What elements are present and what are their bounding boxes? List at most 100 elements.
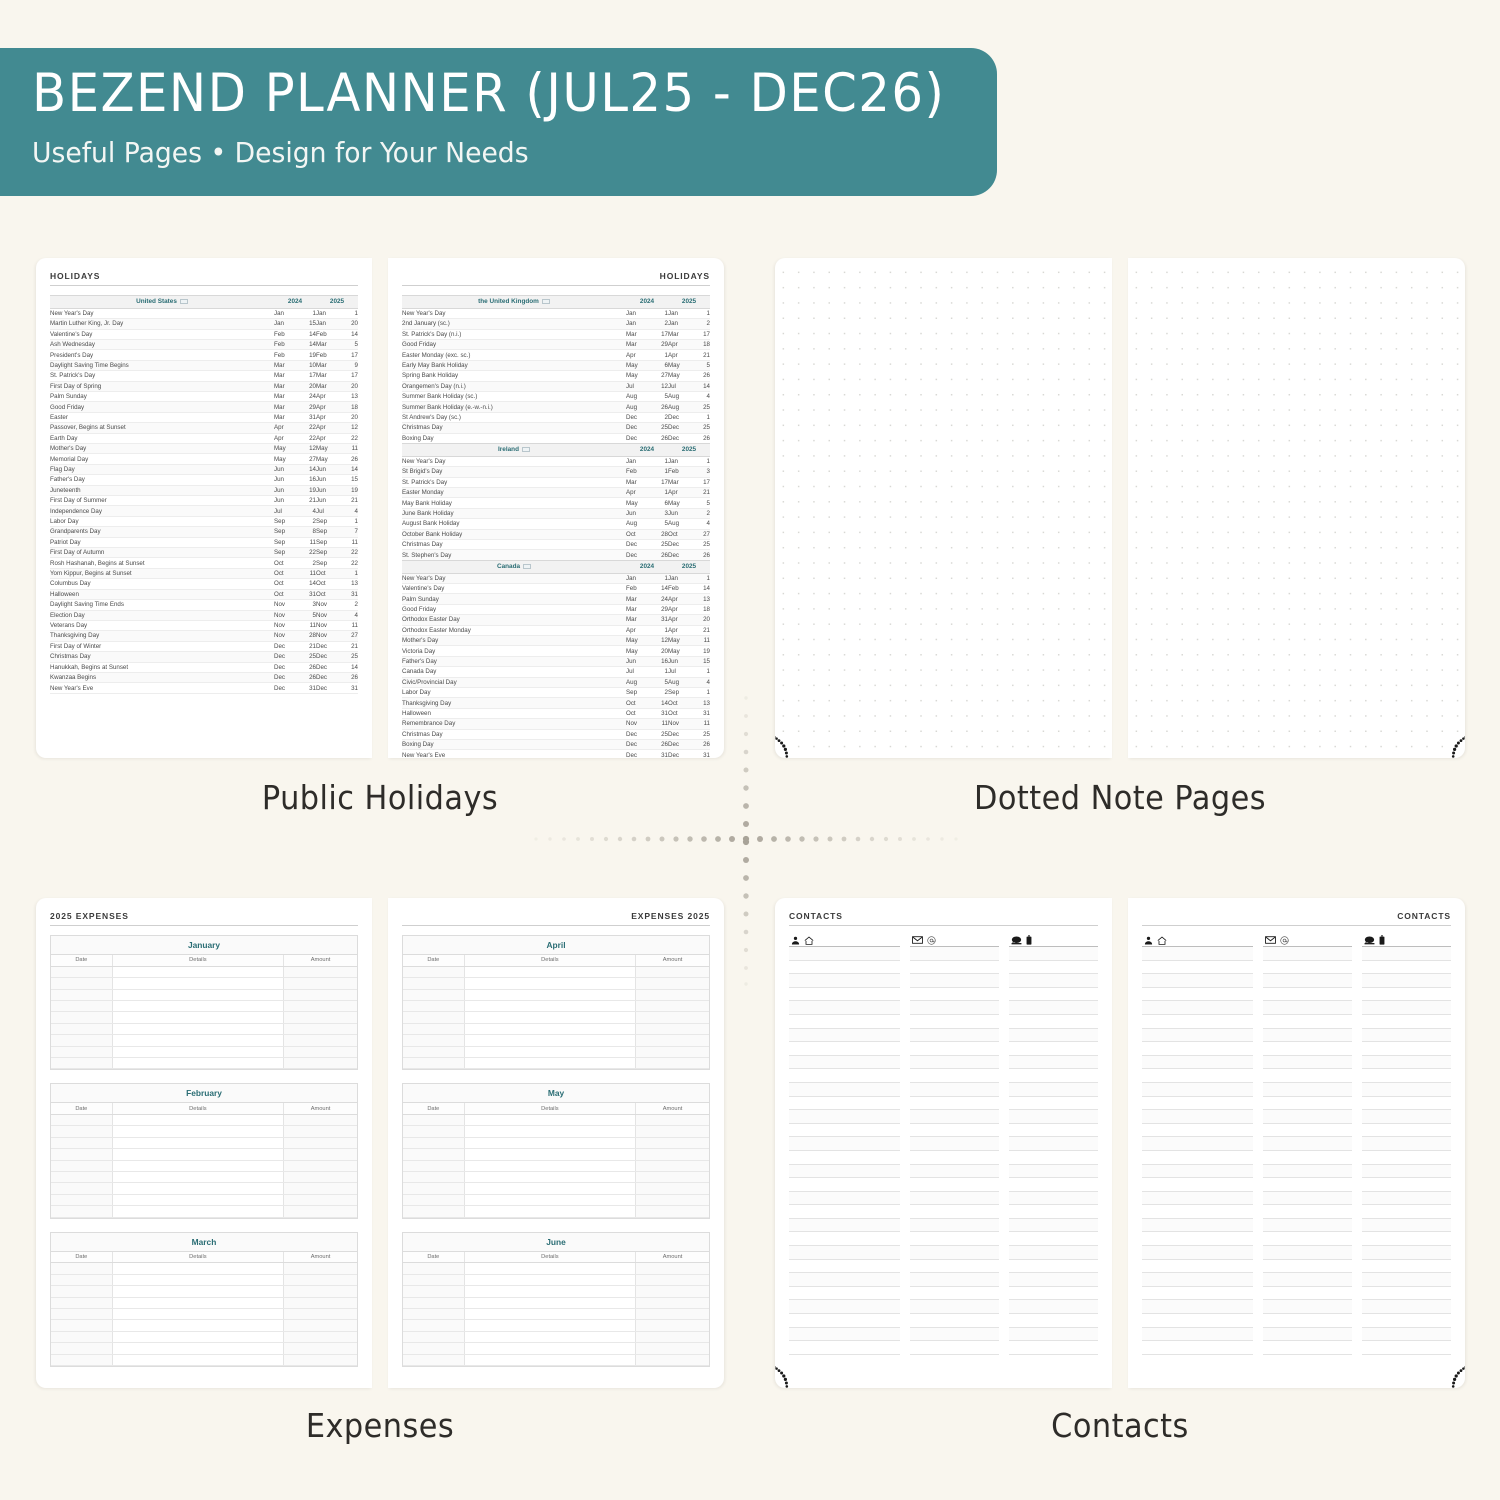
contact-line[interactable] <box>1362 961 1451 975</box>
contact-line[interactable] <box>789 1246 901 1260</box>
contact-line[interactable] <box>1142 1164 1254 1179</box>
contact-line[interactable] <box>1142 947 1254 961</box>
expense-row[interactable] <box>403 1342 709 1355</box>
expense-row[interactable] <box>51 1034 357 1047</box>
expense-row[interactable] <box>403 1319 709 1332</box>
contact-line[interactable] <box>789 1260 901 1274</box>
contact-line[interactable] <box>1142 1300 1254 1315</box>
contact-line[interactable] <box>789 1001 901 1015</box>
contact-line[interactable] <box>1263 1287 1353 1301</box>
contact-line[interactable] <box>910 1218 1000 1233</box>
contact-line[interactable] <box>1142 988 1254 1002</box>
expense-row[interactable] <box>51 1319 357 1332</box>
contact-line[interactable] <box>1362 974 1451 988</box>
expense-row[interactable] <box>51 1148 357 1161</box>
contact-line[interactable] <box>1009 1001 1098 1015</box>
contact-line[interactable] <box>1142 1178 1254 1192</box>
contact-line[interactable] <box>789 1151 901 1165</box>
contact-line[interactable] <box>789 1178 901 1192</box>
contact-line[interactable] <box>789 1110 901 1124</box>
expense-row[interactable] <box>403 1285 709 1298</box>
contact-line[interactable] <box>1362 1287 1451 1301</box>
contact-line[interactable] <box>1142 961 1254 975</box>
contact-line[interactable] <box>1263 1124 1353 1138</box>
expense-row[interactable] <box>51 1011 357 1024</box>
expense-row[interactable] <box>51 1023 357 1036</box>
expense-row[interactable] <box>51 1182 357 1195</box>
contact-line[interactable] <box>910 961 1000 975</box>
contact-line[interactable] <box>910 1042 1000 1056</box>
contact-line[interactable] <box>1009 1260 1098 1274</box>
contact-line[interactable] <box>1009 961 1098 975</box>
contact-line[interactable] <box>910 1028 1000 1043</box>
contact-line[interactable] <box>1362 1164 1451 1179</box>
contact-line[interactable] <box>1362 1327 1451 1342</box>
contact-line[interactable] <box>1263 1164 1353 1179</box>
expense-row[interactable] <box>51 1274 357 1287</box>
contact-line[interactable] <box>1362 1191 1451 1206</box>
contact-line[interactable] <box>1263 1055 1353 1070</box>
expense-row[interactable] <box>403 1182 709 1195</box>
contact-line[interactable] <box>1263 1001 1353 1015</box>
contact-line[interactable] <box>1362 1205 1451 1219</box>
contact-line[interactable] <box>1362 1015 1451 1029</box>
contact-line[interactable] <box>789 1015 901 1029</box>
contact-line[interactable] <box>1263 947 1353 961</box>
expense-row[interactable] <box>51 1342 357 1355</box>
expense-row[interactable] <box>403 989 709 1001</box>
contact-line[interactable] <box>1142 1055 1254 1070</box>
contact-line[interactable] <box>1263 1178 1353 1192</box>
contact-line[interactable] <box>910 1287 1000 1301</box>
contact-line[interactable] <box>1362 1137 1451 1151</box>
contact-line[interactable] <box>910 1151 1000 1165</box>
contact-line[interactable] <box>1142 1015 1254 1029</box>
contact-line[interactable] <box>1362 1097 1451 1111</box>
contact-line[interactable] <box>1263 1082 1353 1097</box>
contact-line[interactable] <box>1362 1218 1451 1233</box>
contact-line[interactable] <box>1362 1001 1451 1015</box>
contact-line[interactable] <box>1009 1246 1098 1260</box>
contact-line[interactable] <box>1263 1191 1353 1206</box>
contact-line[interactable] <box>1142 1327 1254 1342</box>
contact-lines[interactable] <box>1142 947 1254 1355</box>
contact-line[interactable] <box>1142 1314 1254 1328</box>
contact-line[interactable] <box>1009 1218 1098 1233</box>
contact-line[interactable] <box>1009 1232 1098 1247</box>
contact-line[interactable] <box>1362 1246 1451 1260</box>
contact-line[interactable] <box>789 1055 901 1070</box>
contact-line[interactable] <box>789 1287 901 1301</box>
contact-line[interactable] <box>1362 947 1451 961</box>
contact-lines[interactable] <box>1362 947 1451 1355</box>
contact-line[interactable] <box>910 1178 1000 1192</box>
expense-row[interactable] <box>403 966 709 979</box>
contact-line[interactable] <box>1263 1314 1353 1328</box>
contact-line[interactable] <box>789 1300 901 1315</box>
expense-row[interactable] <box>403 1148 709 1161</box>
contact-line[interactable] <box>1142 1137 1254 1151</box>
contact-line[interactable] <box>1263 1341 1353 1355</box>
expense-row[interactable] <box>403 1057 709 1070</box>
contact-line[interactable] <box>910 1124 1000 1138</box>
contact-line[interactable] <box>789 1191 901 1206</box>
contact-line[interactable] <box>1142 1151 1254 1165</box>
expense-row[interactable] <box>51 1331 357 1344</box>
contact-line[interactable] <box>789 974 901 988</box>
contact-line[interactable] <box>910 1164 1000 1179</box>
expense-row[interactable] <box>51 966 357 979</box>
contact-line[interactable] <box>910 1001 1000 1015</box>
contact-line[interactable] <box>1009 1327 1098 1342</box>
contact-line[interactable] <box>1362 1151 1451 1165</box>
expense-row[interactable] <box>51 1046 357 1058</box>
contact-line[interactable] <box>1142 1001 1254 1015</box>
contact-line[interactable] <box>1142 1260 1254 1274</box>
expense-row[interactable] <box>403 1274 709 1287</box>
contact-lines[interactable] <box>910 947 1000 1355</box>
contact-line[interactable] <box>1142 1097 1254 1111</box>
contact-line[interactable] <box>789 1137 901 1151</box>
contact-line[interactable] <box>1362 1273 1451 1287</box>
contact-line[interactable] <box>1362 1314 1451 1328</box>
contact-line[interactable] <box>1142 1110 1254 1124</box>
contact-line[interactable] <box>789 1232 901 1247</box>
contact-line[interactable] <box>789 1028 901 1043</box>
contact-line[interactable] <box>910 1082 1000 1097</box>
